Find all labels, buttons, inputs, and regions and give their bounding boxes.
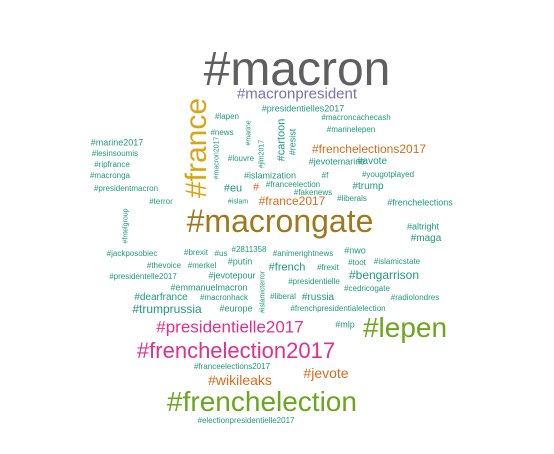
word-2811358: #2811358 bbox=[231, 245, 267, 254]
word-frenchelection2017: #frenchelection2017 bbox=[136, 338, 336, 363]
word-merkel: #merkel bbox=[187, 261, 217, 270]
word-islam: #islam bbox=[227, 198, 249, 206]
word-russia: #russia bbox=[301, 292, 335, 303]
word-macronhack: #macronhack bbox=[199, 293, 249, 302]
word-presidentielles2017: #presidentielles2017 bbox=[261, 103, 345, 114]
word-bengarrison: #bengarrison bbox=[348, 268, 420, 282]
word-eu: #eu bbox=[223, 182, 243, 195]
word-frenchelections: #frenchelections bbox=[387, 197, 453, 208]
word-marine2017: #marine2017 bbox=[90, 137, 144, 148]
word-franceelections2017: #franceelections2017 bbox=[193, 362, 271, 371]
word-jevotepour: #jevotepour bbox=[208, 270, 256, 281]
word-islamicstate: #islamicstate bbox=[373, 257, 421, 266]
word-cedricogate: #cedricogate bbox=[344, 284, 390, 293]
word-jevotemarine: #jevotemarine bbox=[308, 156, 366, 167]
word-f: #f bbox=[321, 171, 329, 180]
word-ripfrance: #ripfrance bbox=[94, 160, 130, 169]
word-macronga: #macronga bbox=[89, 171, 131, 180]
word-macronpresident: #macronpresident bbox=[236, 85, 358, 103]
word-wikileaks: #wikileaks bbox=[208, 372, 272, 388]
word-islamization: #islamization bbox=[243, 170, 297, 181]
word-jlm2017: #jlm2017 bbox=[258, 139, 266, 169]
word-presidentielle2017: #presidentielle2017 bbox=[156, 317, 304, 337]
word-emmanuelmacron: #emmanuelmacron bbox=[170, 282, 248, 293]
word-toot: #toot bbox=[348, 258, 366, 267]
word-frenchelections2017: #frenchelections2017 bbox=[311, 142, 427, 156]
word-resist: #resist bbox=[287, 128, 298, 156]
word-jackposobiec: #jackposobiec bbox=[106, 249, 158, 258]
word-macroncachecash: #macroncachecash bbox=[321, 113, 391, 122]
word-trumprussia: #trumprussia bbox=[132, 302, 202, 316]
word-france2017: #france2017 bbox=[258, 194, 326, 208]
word-electionpresidentielle2017: #electionpresidentielle2017 bbox=[197, 416, 295, 425]
word-jevote: #jevote bbox=[303, 365, 349, 381]
word-frenchpresidentialelection: #frenchpresidentialelection bbox=[290, 304, 386, 313]
word-europe: #europe bbox=[219, 303, 253, 314]
word-mlp: #mlp bbox=[335, 319, 355, 330]
word-thevoice: #thevoice bbox=[146, 261, 182, 270]
word-louvre: #louvre bbox=[227, 154, 255, 163]
word-liberal: #liberal bbox=[270, 292, 296, 301]
word-presidentelle2017: #presidentelle2017 bbox=[109, 272, 177, 281]
word-maga: #maga bbox=[410, 233, 442, 244]
word-marine: #marine bbox=[245, 120, 253, 146]
word-cartoon: #cartoon bbox=[275, 118, 288, 162]
word-islamicterror: #islamicterror bbox=[259, 270, 267, 314]
word-fakenews: #fakenews bbox=[293, 188, 333, 197]
word-frenchelection: #frenchelection bbox=[167, 386, 357, 417]
word-yougotplayed: #yougotplayed bbox=[361, 170, 415, 179]
word-radiolondres: #radiolondres bbox=[390, 293, 440, 302]
word-presidentielle: #presidentielle bbox=[288, 277, 340, 286]
word-brexit: #brexit bbox=[183, 248, 209, 257]
word-franceelection: #franceelection bbox=[265, 180, 321, 189]
word-animerightnews: #animerightnews bbox=[272, 249, 334, 258]
word-putin: #putin bbox=[227, 256, 253, 267]
word-nwo: #nwo bbox=[344, 245, 366, 256]
word-macrongate: #macrongate bbox=[186, 203, 374, 239]
word-marinelepen: #marinelepen bbox=[326, 125, 376, 134]
word-hash: # bbox=[252, 181, 260, 194]
word-dearfrance: #dearfrance bbox=[134, 292, 188, 303]
word-macron: #macron bbox=[203, 43, 391, 96]
word-lesinsoumis: #lesinsoumis bbox=[91, 149, 139, 158]
word-french: #french bbox=[268, 261, 306, 274]
word-trump: #trump bbox=[352, 181, 384, 192]
word-fntelgroup: #fntelgroup bbox=[122, 208, 130, 244]
word-news: #news bbox=[210, 128, 234, 137]
word-us: #us bbox=[214, 249, 228, 258]
word-lapen: #lapen bbox=[214, 112, 240, 121]
word-lepen: #lepen bbox=[362, 312, 448, 343]
word-macron2017: #macron2017 bbox=[213, 136, 221, 180]
word-liberals: #liberals bbox=[337, 194, 367, 203]
word-france: #france bbox=[180, 97, 213, 199]
word-avote: #avote bbox=[356, 156, 388, 167]
word-presidentmacron: #presidentmacron bbox=[93, 184, 159, 193]
word-terror: #terror bbox=[149, 197, 173, 206]
word-frexit: #frexit bbox=[317, 263, 339, 272]
word-altright: #altright bbox=[406, 221, 440, 232]
